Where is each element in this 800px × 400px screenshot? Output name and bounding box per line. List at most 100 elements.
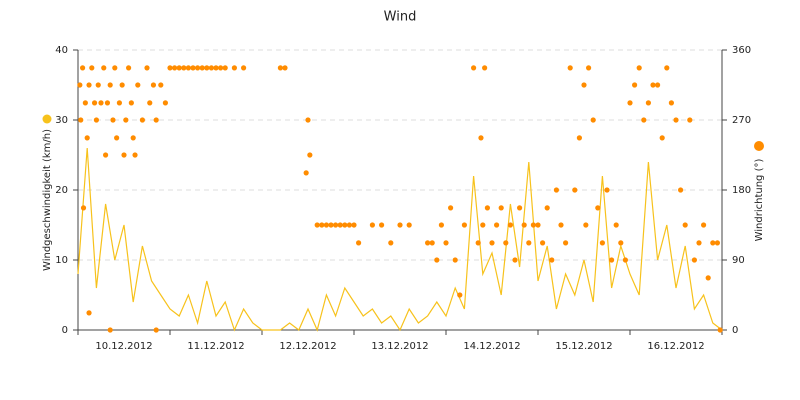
direction-point bbox=[484, 205, 490, 211]
direction-point bbox=[107, 82, 113, 88]
direction-point bbox=[333, 222, 339, 228]
direction-point bbox=[167, 65, 173, 71]
direction-point bbox=[80, 205, 87, 211]
direction-point bbox=[282, 65, 288, 71]
direction-point bbox=[549, 257, 555, 263]
direction-point bbox=[314, 222, 320, 228]
direction-point bbox=[586, 65, 592, 71]
direction-point bbox=[618, 240, 624, 246]
direction-point bbox=[199, 65, 205, 71]
direction-point bbox=[434, 257, 440, 263]
x-tick-label: 15.12.2012 bbox=[555, 341, 612, 352]
direction-point bbox=[82, 100, 88, 106]
direction-point bbox=[655, 82, 661, 88]
direction-point bbox=[78, 117, 84, 123]
direction-point bbox=[489, 240, 495, 246]
direction-point bbox=[645, 100, 652, 106]
direction-point bbox=[107, 327, 113, 333]
direction-point bbox=[158, 82, 164, 88]
y-tick-label: 0 bbox=[62, 325, 68, 336]
direction-point bbox=[342, 222, 348, 228]
direction-point bbox=[144, 65, 150, 71]
legend-marker bbox=[754, 141, 764, 151]
direction-point bbox=[397, 222, 403, 228]
direction-point bbox=[305, 117, 311, 123]
direction-point bbox=[93, 117, 99, 123]
direction-point bbox=[185, 65, 191, 71]
y2-tick-label: 180 bbox=[732, 185, 751, 196]
direction-point bbox=[101, 65, 107, 71]
direction-point bbox=[77, 82, 83, 88]
direction-point bbox=[172, 65, 178, 71]
direction-point bbox=[461, 222, 467, 228]
direction-point bbox=[558, 222, 564, 228]
direction-point bbox=[498, 205, 504, 211]
direction-point bbox=[678, 187, 684, 193]
direction-point bbox=[664, 65, 670, 71]
direction-point bbox=[303, 170, 309, 176]
direction-point bbox=[613, 222, 619, 228]
direction-point bbox=[632, 82, 638, 88]
direction-point bbox=[540, 240, 546, 246]
direction-point bbox=[517, 205, 523, 211]
direction-point bbox=[153, 327, 159, 333]
direction-point bbox=[181, 65, 187, 71]
direction-point bbox=[714, 240, 721, 246]
direction-point bbox=[622, 257, 629, 263]
direction-point bbox=[480, 222, 486, 228]
y-tick-label: 20 bbox=[55, 185, 68, 196]
x-tick-label: 10.12.2012 bbox=[95, 341, 152, 352]
direction-point bbox=[563, 240, 569, 246]
direction-point bbox=[599, 240, 606, 246]
direction-point bbox=[139, 117, 145, 123]
direction-point bbox=[425, 240, 431, 246]
direction-point bbox=[521, 222, 527, 228]
direction-point bbox=[356, 240, 362, 246]
direction-point bbox=[222, 65, 228, 71]
direction-point bbox=[609, 257, 615, 263]
y2-tick-label: 90 bbox=[732, 255, 745, 266]
direction-point bbox=[595, 205, 601, 211]
direction-point bbox=[553, 187, 560, 193]
direction-point bbox=[406, 222, 412, 228]
direction-point bbox=[351, 222, 357, 228]
y-tick-label: 40 bbox=[55, 45, 68, 56]
direction-point bbox=[494, 222, 500, 228]
direction-point bbox=[98, 100, 104, 106]
direction-point bbox=[438, 222, 444, 228]
direction-point bbox=[572, 187, 578, 193]
direction-point bbox=[478, 135, 484, 141]
direction-point bbox=[128, 100, 134, 106]
direction-point bbox=[176, 65, 182, 71]
direction-point bbox=[369, 222, 375, 228]
direction-point bbox=[346, 222, 352, 228]
direction-point bbox=[91, 100, 98, 106]
direction-point bbox=[147, 100, 153, 106]
direction-point bbox=[84, 135, 90, 141]
direction-point bbox=[710, 240, 716, 246]
direction-point bbox=[337, 222, 343, 228]
direction-point bbox=[80, 65, 86, 71]
direction-point bbox=[86, 310, 92, 316]
direction-point bbox=[503, 240, 509, 246]
direction-point bbox=[132, 152, 138, 158]
direction-point bbox=[627, 100, 633, 106]
y-tick-label: 30 bbox=[55, 115, 68, 126]
direction-point bbox=[701, 222, 707, 228]
direction-point bbox=[104, 100, 111, 106]
direction-point bbox=[379, 222, 385, 228]
direction-point bbox=[457, 292, 463, 298]
direction-point bbox=[328, 222, 334, 228]
direction-point bbox=[319, 222, 325, 228]
direction-point bbox=[641, 117, 647, 123]
direction-point bbox=[512, 257, 518, 263]
y-tick-label: 10 bbox=[55, 255, 68, 266]
direction-point bbox=[116, 100, 122, 106]
direction-point bbox=[526, 240, 532, 246]
direction-point bbox=[673, 117, 679, 123]
x-tick-label: 12.12.2012 bbox=[279, 341, 336, 352]
direction-point bbox=[208, 65, 214, 71]
direction-point bbox=[475, 240, 481, 246]
direction-point bbox=[112, 65, 118, 71]
y2-tick-label: 0 bbox=[732, 325, 738, 336]
